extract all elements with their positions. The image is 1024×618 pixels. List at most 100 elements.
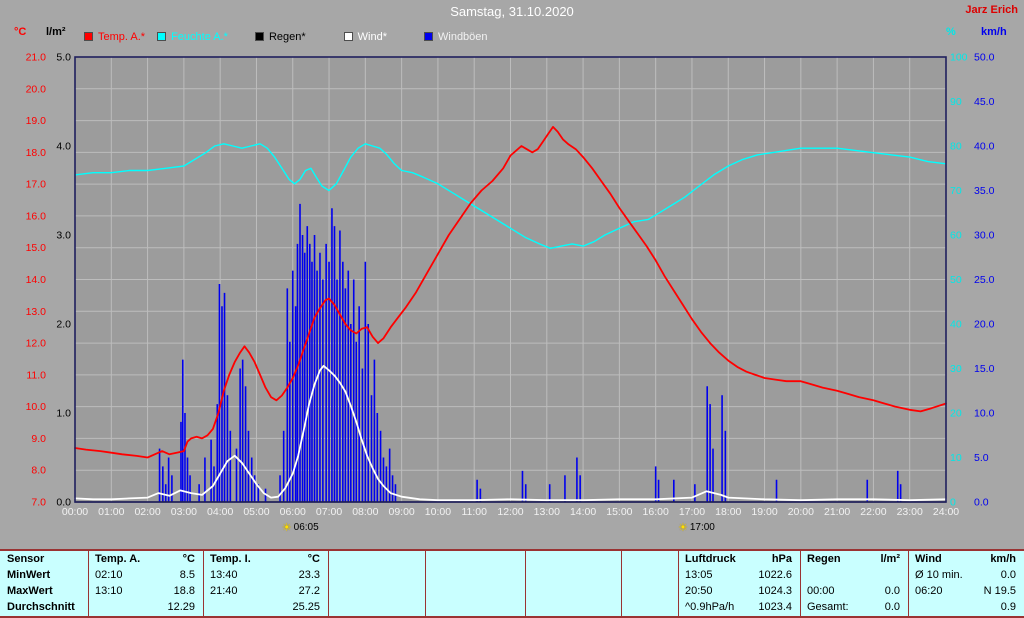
cell-value: °C <box>182 553 195 565</box>
svg-text:11:00: 11:00 <box>461 506 487 518</box>
marker-time: 06:05 <box>293 522 319 533</box>
cell-value: l/m² <box>880 553 900 565</box>
left-axis-rain-unit: l/m² <box>46 26 66 38</box>
windboeen-swatch-icon <box>424 32 433 41</box>
weather-chart: 21.0 20.0 19.0 18.0 17.0 16.0 15.0 14.0 13.0 12.0… <box>26 52 995 519</box>
svg-text:30: 30 <box>950 363 962 375</box>
svg-text:17.0: 17.0 <box>26 179 47 191</box>
svg-text:20.0: 20.0 <box>974 319 995 331</box>
cell-value: 1024.3 <box>758 585 792 597</box>
cell-value: °C <box>307 553 320 565</box>
svg-text:20:00: 20:00 <box>788 506 814 518</box>
table-cell: Luftdruck hPa <box>685 553 792 565</box>
svg-text:3.0: 3.0 <box>56 230 71 242</box>
svg-text:10:00: 10:00 <box>425 506 451 518</box>
table-divider <box>425 551 426 616</box>
table-cell: 00:00 0.0 <box>807 585 900 597</box>
cell-label: 13:05 <box>685 569 713 581</box>
cell-value: 0.9 <box>1000 601 1016 613</box>
table-cell: Gesamt: 0.0 <box>807 601 900 613</box>
cell-label: Luftdruck <box>685 553 736 565</box>
svg-text:5.0: 5.0 <box>974 452 989 464</box>
right-axis-humidity-unit: % <box>946 26 956 38</box>
table-cell: 21:40 27.2 <box>210 585 320 597</box>
cell-label: Temp. I. <box>210 553 251 565</box>
svg-text:13:00: 13:00 <box>534 506 560 518</box>
svg-text:08:00: 08:00 <box>352 506 378 518</box>
page-title: Samstag, 31.10.2020 <box>450 4 574 19</box>
svg-text:09:00: 09:00 <box>388 506 414 518</box>
legend-item-regen: Regen* <box>254 30 306 43</box>
svg-text:50: 50 <box>950 274 962 286</box>
table-cell: MinWert <box>7 569 80 581</box>
cell-value: 23.3 <box>298 569 320 581</box>
svg-text:17:00: 17:00 <box>679 506 705 518</box>
cell-label: 13:10 <box>95 585 123 597</box>
table-cell: 13:10 18.8 <box>95 585 195 597</box>
svg-text:0.0: 0.0 <box>56 497 71 509</box>
svg-text:70: 70 <box>950 185 962 197</box>
cell-value: 1022.6 <box>758 569 792 581</box>
sun-icon: ☀ <box>281 522 292 534</box>
svg-text:9.0: 9.0 <box>31 433 46 445</box>
legend-item-windboeen: Windböen <box>424 31 488 43</box>
legend-label: Wind* <box>357 30 387 43</box>
table-divider <box>203 551 204 616</box>
table-row: Durchschnitt 12.29 25.25 ^0.9hPa/h 1023.4 Ges… <box>0 601 1024 616</box>
cell-label: 06:20 <box>915 585 943 597</box>
svg-text:50.0: 50.0 <box>974 52 995 64</box>
svg-text:0.0: 0.0 <box>974 497 989 509</box>
cell-value: 0.0 <box>1000 569 1016 581</box>
table-cell: 12.29 <box>95 601 195 613</box>
svg-text:30.0: 30.0 <box>974 230 995 242</box>
svg-text:4.0: 4.0 <box>56 141 71 153</box>
table-divider <box>621 551 622 616</box>
svg-text:40.0: 40.0 <box>974 141 995 153</box>
cell-value: 27.2 <box>298 585 320 597</box>
table-cell: Temp. A. °C <box>95 553 195 565</box>
sunrise-marker: ☀ 06:05 <box>282 521 319 534</box>
table-cell: MaxWert <box>7 585 80 597</box>
svg-text:19:00: 19:00 <box>751 506 777 518</box>
svg-text:10.0: 10.0 <box>974 408 995 420</box>
svg-text:10: 10 <box>950 452 962 464</box>
cell-label: MinWert <box>7 569 51 581</box>
svg-text:25.0: 25.0 <box>974 274 995 286</box>
svg-text:2.0: 2.0 <box>56 319 71 331</box>
cell-value: 18.8 <box>173 585 195 597</box>
cell-label: Sensor <box>7 553 45 565</box>
svg-text:35.0: 35.0 <box>974 185 995 197</box>
wind-swatch-icon <box>343 32 353 41</box>
table-cell: Ø 10 min. 0.0 <box>915 569 1016 581</box>
table-cell: Regen l/m² <box>807 553 900 565</box>
table-cell: 13:40 23.3 <box>210 569 320 581</box>
table-row: MaxWert 13:10 18.8 21:40 27.2 20:50 1024.3 00:0… <box>0 585 1024 600</box>
temp-a-swatch-icon <box>84 32 93 41</box>
svg-text:45.0: 45.0 <box>974 96 995 108</box>
legend-label: Windböen <box>438 30 488 43</box>
svg-text:60: 60 <box>950 230 962 242</box>
legend-item-feuchte-a: Feuchte A.* <box>157 31 228 43</box>
svg-text:7.0: 7.0 <box>31 497 46 509</box>
svg-text:02:00: 02:00 <box>134 506 160 518</box>
svg-text:18.0: 18.0 <box>26 147 47 159</box>
table-divider <box>800 551 801 616</box>
svg-text:14:00: 14:00 <box>570 506 596 518</box>
table-cell: 06:20 N 19.5 <box>915 585 1016 597</box>
svg-text:22:00: 22:00 <box>860 506 886 518</box>
cell-value: 8.5 <box>179 569 195 581</box>
cell-value: N 19.5 <box>983 585 1016 597</box>
svg-text:12:00: 12:00 <box>497 506 523 518</box>
cell-label: 20:50 <box>685 585 713 597</box>
table-cell: Temp. I. °C <box>210 553 320 565</box>
cell-value: 12.29 <box>167 601 195 613</box>
chart-legend: Temp. A.* Feuchte A.* Regen* Wind* Windböen <box>84 30 488 43</box>
sunset-marker: ☀ 17:00 <box>678 521 715 534</box>
svg-text:06:00: 06:00 <box>280 506 306 518</box>
table-divider <box>525 551 526 616</box>
svg-text:18:00: 18:00 <box>715 506 741 518</box>
user-name-label: Jarz Erich <box>965 4 1018 16</box>
legend-label: Regen* <box>268 30 306 43</box>
svg-text:100: 100 <box>950 52 968 64</box>
left-axis-temp-unit: °C <box>14 26 27 38</box>
